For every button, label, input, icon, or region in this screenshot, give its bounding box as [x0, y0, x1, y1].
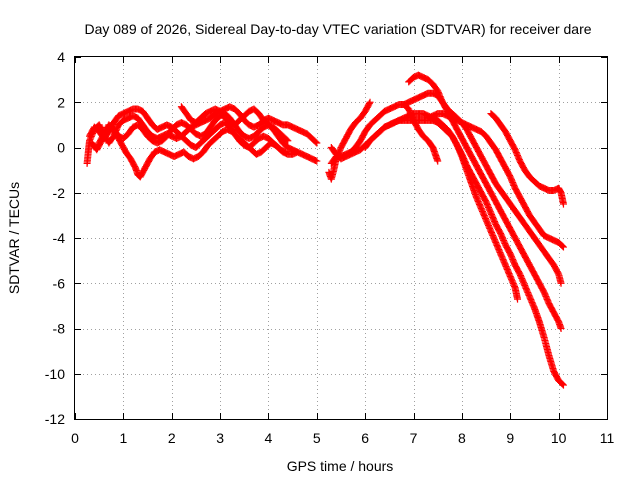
x-tick-label: 0: [71, 430, 79, 446]
series-arc-5: [177, 103, 301, 156]
x-tick-label: 7: [410, 430, 418, 446]
y-tick-label: 0: [57, 140, 65, 156]
series-arc-3: [88, 123, 289, 181]
x-tick-label: 1: [119, 430, 127, 446]
data-point: [281, 148, 289, 156]
y-axis-label: SDTVAR / TECUs: [6, 182, 22, 294]
data-point: [284, 137, 292, 145]
y-tick-label: -6: [53, 275, 66, 291]
x-tick-label: 5: [313, 430, 321, 446]
x-tick-label: 8: [458, 430, 466, 446]
data-point: [293, 148, 301, 156]
data-point: [557, 325, 565, 332]
series-arc-9: [361, 110, 567, 389]
data-point: [559, 242, 567, 250]
y-tick-label: -10: [45, 366, 65, 382]
series-arc-12: [424, 110, 567, 251]
x-tick-label: 11: [600, 430, 615, 446]
y-tick-label: 4: [57, 49, 65, 65]
data-point: [559, 200, 567, 208]
data-point: [514, 295, 522, 303]
series-arc-2: [86, 105, 321, 165]
data-point: [313, 157, 321, 165]
grid-lines: [75, 57, 607, 419]
data-point: [434, 157, 442, 165]
data-point: [559, 243, 567, 251]
data-points: [83, 71, 567, 389]
x-axis-label: GPS time / hours: [287, 458, 394, 474]
data-point: [313, 139, 321, 147]
series-arc-4: [95, 110, 292, 147]
x-tick-label: 2: [168, 430, 176, 446]
axis-ticks: [75, 57, 608, 420]
data-point: [365, 100, 373, 108]
data-point: [559, 381, 567, 389]
chart-title: Day 089 of 2026, Sidereal Day-to-day VTE…: [84, 21, 591, 37]
plot-frame: [74, 56, 608, 420]
tick-labels: 0 1 2 3 4 5 6 7 8 9 10 11 -12 -10 -8 -6 -4 -2 0 2 4: [45, 49, 615, 446]
x-tick-label: 6: [361, 430, 369, 446]
data-point: [559, 380, 567, 388]
data-point: [283, 136, 291, 144]
data-point: [557, 279, 565, 287]
y-tick-label: -4: [53, 230, 66, 246]
x-tick-label: 10: [551, 430, 567, 446]
x-tick-label: 3: [216, 430, 224, 446]
x-tick-label: 9: [506, 430, 514, 446]
series-arc-6: [325, 98, 374, 183]
data-point: [312, 138, 320, 146]
data-point: [366, 98, 374, 106]
series-arc-11: [400, 89, 565, 287]
x-tick-label: 4: [265, 430, 273, 446]
series-arc-13: [487, 110, 567, 208]
y-tick-label: -8: [53, 321, 66, 337]
y-tick-label: -2: [53, 185, 66, 201]
y-tick-label: 2: [57, 94, 65, 110]
y-tick-label: -12: [45, 411, 65, 427]
